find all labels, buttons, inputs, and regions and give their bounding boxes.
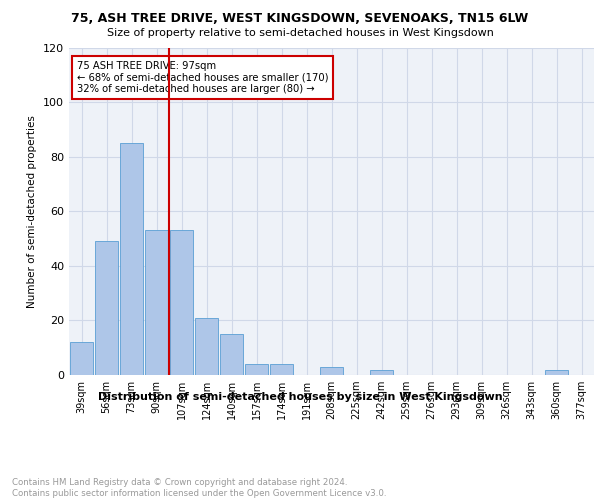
Bar (545, 370, 568, 375)
Bar (320, 367, 343, 375)
Text: Contains HM Land Registry data © Crown copyright and database right 2024.
Contai: Contains HM Land Registry data © Crown c… (12, 478, 386, 498)
Bar (145, 230, 168, 375)
Text: 75 ASH TREE DRIVE: 97sqm
← 68% of semi-detached houses are smaller (170)
32% of : 75 ASH TREE DRIVE: 97sqm ← 68% of semi-d… (77, 60, 328, 94)
Text: Distribution of semi-detached houses by size in West Kingsdown: Distribution of semi-detached houses by … (98, 392, 502, 402)
Bar (270, 364, 293, 375)
Text: Size of property relative to semi-detached houses in West Kingsdown: Size of property relative to semi-detach… (107, 28, 493, 38)
Bar (370, 370, 393, 375)
Bar (195, 318, 218, 375)
Bar (120, 143, 143, 375)
Bar (70, 342, 93, 375)
Text: 75, ASH TREE DRIVE, WEST KINGSDOWN, SEVENOAKS, TN15 6LW: 75, ASH TREE DRIVE, WEST KINGSDOWN, SEVE… (71, 12, 529, 26)
Bar (95, 242, 118, 375)
Bar (245, 364, 268, 375)
Bar (170, 230, 193, 375)
Y-axis label: Number of semi-detached properties: Number of semi-detached properties (28, 115, 37, 308)
Bar (220, 334, 243, 375)
